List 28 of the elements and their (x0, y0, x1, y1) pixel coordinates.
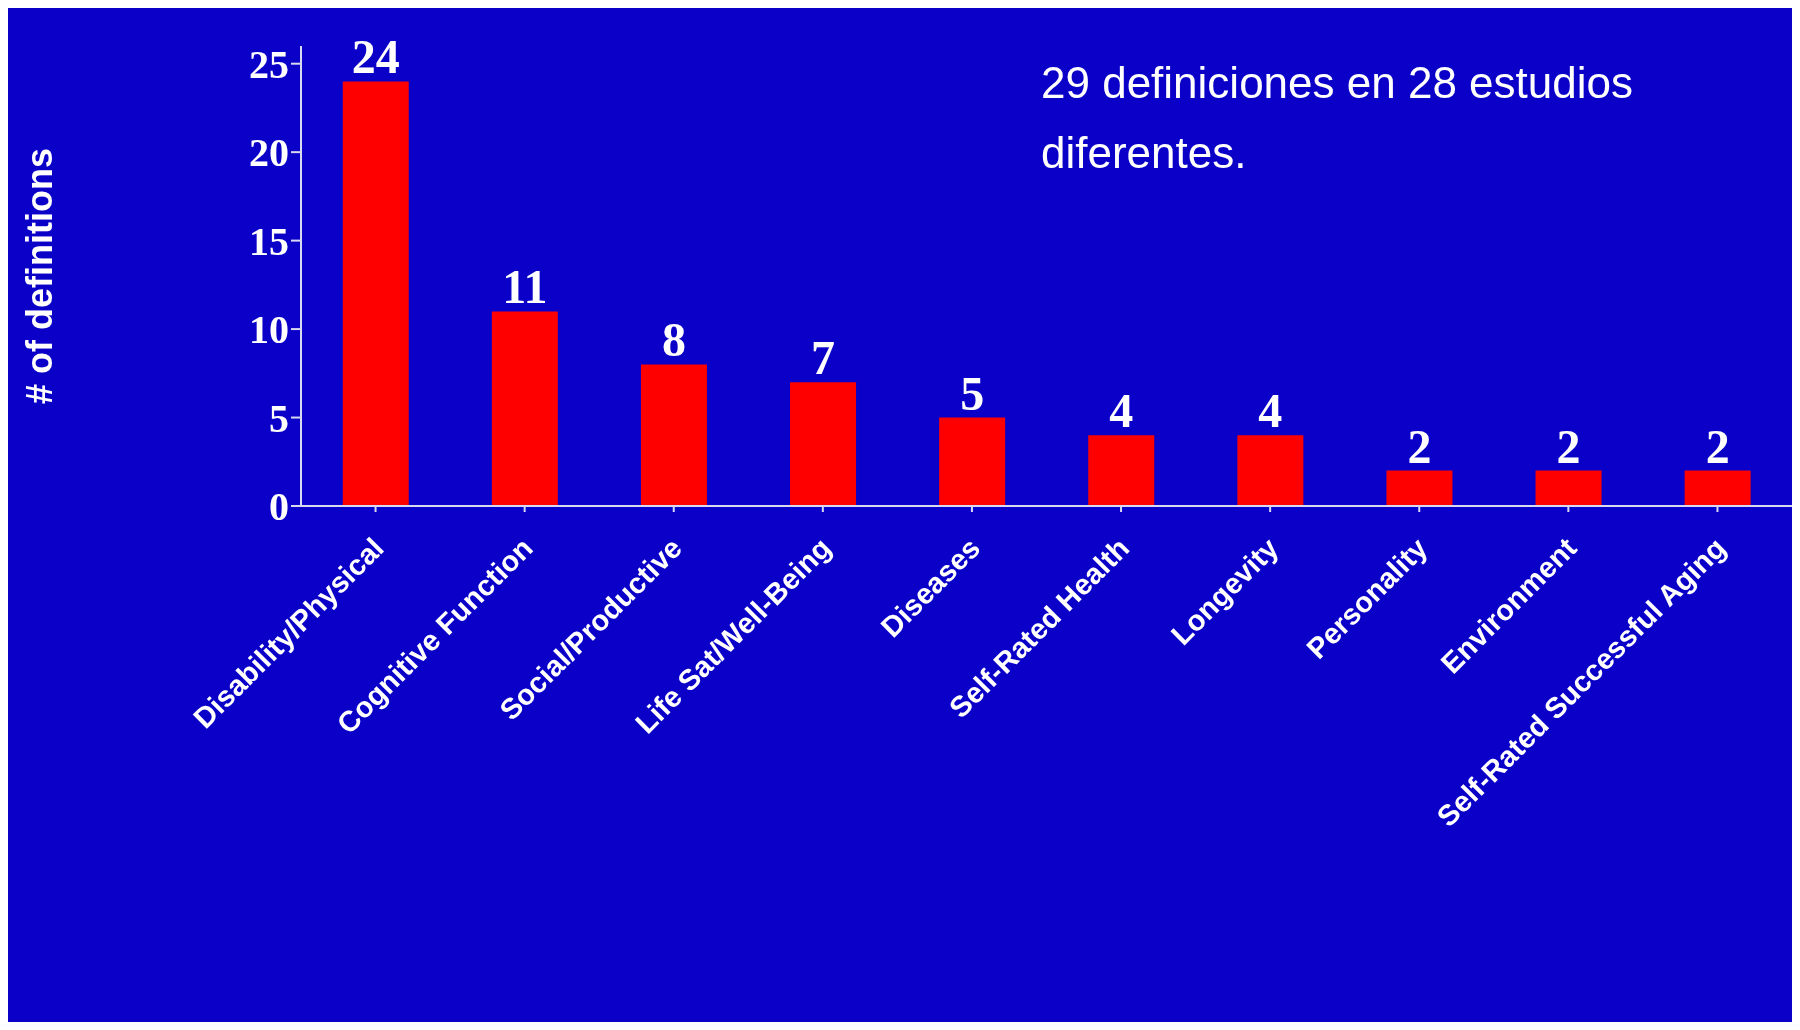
bar (640, 364, 707, 506)
bar (790, 382, 857, 506)
data-label: 2 (1705, 419, 1730, 473)
bar (1386, 470, 1453, 506)
y-tick-label: 15 (249, 218, 289, 264)
data-label: 2 (1407, 419, 1432, 473)
y-tick-label: 25 (249, 41, 289, 87)
data-label: 7 (811, 331, 836, 385)
bar (491, 311, 558, 506)
annotation: 29 definiciones en 28 estudios diferentes. (1041, 57, 1634, 179)
bar (342, 81, 409, 506)
data-label: 4 (1258, 384, 1283, 438)
bar (1237, 435, 1304, 506)
data-label: 11 (502, 260, 548, 314)
bar (1684, 470, 1751, 506)
data-label: 24 (351, 30, 400, 84)
bar (1535, 470, 1602, 506)
y-tick-label: 10 (249, 307, 289, 353)
data-label: 5 (960, 366, 985, 420)
y-axis-title: # of definitions (19, 148, 60, 404)
bar (939, 417, 1006, 506)
y-tick-label: 5 (269, 395, 289, 441)
data-label: 8 (661, 313, 686, 367)
y-tick-label: 0 (269, 484, 289, 530)
data-label: 2 (1556, 419, 1581, 473)
data-label: 4 (1109, 384, 1134, 438)
y-tick-label: 20 (249, 130, 289, 176)
bar (1088, 435, 1155, 506)
